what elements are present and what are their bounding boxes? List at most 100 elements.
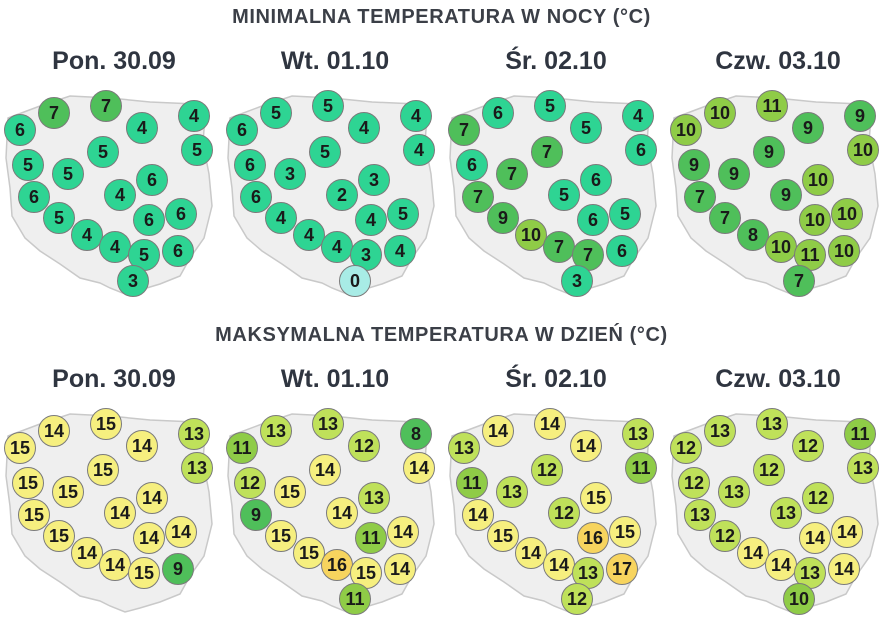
day-label-mon-min: Pon. 30.09 <box>52 47 176 75</box>
temp-marker-max-2-poznan: 13 <box>496 476 528 508</box>
temp-marker-min-2-bialystok: 6 <box>625 134 657 166</box>
temp-marker-max-0-bydgoszcz: 15 <box>87 454 119 486</box>
temp-marker-min-1-biala-podlaska: 5 <box>387 198 419 230</box>
temp-marker-min-3-rzeszow: 7 <box>783 265 815 297</box>
temp-marker-min-3-gdansk: 11 <box>756 90 788 122</box>
temp-marker-min-0-lodz: 4 <box>104 179 136 211</box>
temp-marker-max-3-poznan: 13 <box>718 476 750 508</box>
temp-marker-max-0-biala-podlaska: 14 <box>165 516 197 548</box>
temp-marker-min-0-szczecin: 5 <box>12 149 44 181</box>
temp-marker-min-2-krakow: 6 <box>606 235 638 267</box>
temp-marker-max-3-zielona-gora: 12 <box>709 520 741 552</box>
temp-marker-min-0-wroclaw: 4 <box>71 219 103 251</box>
temp-marker-min-1-olsztyn: 4 <box>348 112 380 144</box>
temp-marker-min-3-katowice: 11 <box>794 239 826 271</box>
temp-marker-max-0-gdansk-west: 14 <box>38 415 70 447</box>
temp-marker-min-3-suwalki: 9 <box>844 100 876 132</box>
temp-marker-min-3-bialystok: 10 <box>847 134 879 166</box>
temp-marker-min-1-gorzow: 6 <box>240 181 272 213</box>
temp-marker-min-2-gdansk: 5 <box>534 90 566 122</box>
temp-marker-min-2-katowice: 7 <box>572 239 604 271</box>
temp-marker-max-3-rzeszow: 10 <box>783 583 815 615</box>
temp-marker-min-3-olsztyn: 9 <box>792 112 824 144</box>
temp-marker-max-0-suwalki: 13 <box>178 418 210 450</box>
temp-marker-min-0-lublin: 6 <box>133 204 165 236</box>
temp-marker-max-2-olsztyn: 14 <box>570 430 602 462</box>
temp-marker-max-0-north-west-coast: 15 <box>4 432 36 464</box>
temp-marker-max-0-gorzow: 15 <box>18 499 50 531</box>
temp-marker-max-1-north-west-coast: 11 <box>226 432 258 464</box>
temp-marker-max-2-opole: 14 <box>543 549 575 581</box>
temp-marker-max-3-suwalki: 11 <box>844 418 876 450</box>
temp-marker-max-1-suwalki: 8 <box>400 418 432 450</box>
temp-marker-min-1-gdansk: 5 <box>312 90 344 122</box>
temp-marker-max-0-lodz: 14 <box>104 497 136 529</box>
max-temp-title: MAKSYMALNA TEMPERATURA W DZIEŃ (°C) <box>215 324 668 346</box>
temp-marker-max-1-krakow: 14 <box>384 553 416 585</box>
temp-marker-max-2-zielona-gora: 15 <box>487 520 519 552</box>
temp-marker-min-1-gdansk-west: 5 <box>260 97 292 129</box>
temp-marker-min-0-bialystok: 5 <box>181 134 213 166</box>
temp-marker-min-0-poznan: 5 <box>52 158 84 190</box>
temp-marker-min-0-opole: 4 <box>99 231 131 263</box>
day-label-wed-min: Śr. 02.10 <box>505 47 607 75</box>
temp-marker-max-3-wroclaw: 14 <box>737 537 769 569</box>
temp-marker-max-1-warszawa: 13 <box>358 482 390 514</box>
temp-marker-max-0-zielona-gora: 15 <box>43 520 75 552</box>
temp-marker-max-1-gorzow: 9 <box>240 499 272 531</box>
temp-marker-min-1-szczecin: 6 <box>234 149 266 181</box>
temp-marker-min-1-opole: 4 <box>321 231 353 263</box>
day-label-tue-max: Wt. 01.10 <box>280 365 390 393</box>
temp-marker-max-0-krakow: 9 <box>162 553 194 585</box>
temp-marker-min-2-lodz: 5 <box>548 179 580 211</box>
temp-marker-max-2-wroclaw: 14 <box>515 537 547 569</box>
temp-marker-min-2-biala-podlaska: 5 <box>609 198 641 230</box>
temp-marker-min-1-lodz: 2 <box>326 179 358 211</box>
temp-marker-min-3-opole: 10 <box>765 231 797 263</box>
temp-marker-min-2-bydgoszcz: 7 <box>531 136 563 168</box>
temp-marker-max-2-lodz: 12 <box>548 497 580 529</box>
temp-marker-max-1-gdansk: 13 <box>312 408 344 440</box>
temp-marker-max-2-warszawa: 15 <box>580 482 612 514</box>
temp-marker-max-2-biala-podlaska: 15 <box>609 516 641 548</box>
temp-marker-min-0-bydgoszcz: 5 <box>87 136 119 168</box>
day-label-thu-max: Czw. 03.10 <box>715 365 841 393</box>
temp-marker-max-2-bialystok: 11 <box>625 452 657 484</box>
temp-marker-max-3-warszawa: 12 <box>802 482 834 514</box>
temp-marker-min-1-warszawa: 3 <box>358 164 390 196</box>
temp-marker-min-3-lublin: 10 <box>799 204 831 236</box>
day-label-tue-min: Wt. 01.10 <box>280 47 390 75</box>
temp-marker-max-0-warszawa: 14 <box>136 482 168 514</box>
temp-marker-max-3-lodz: 13 <box>770 497 802 529</box>
day-label-mon-max: Pon. 30.09 <box>52 365 176 393</box>
temp-marker-min-3-warszawa: 10 <box>802 164 834 196</box>
temp-marker-max-1-wroclaw: 15 <box>293 537 325 569</box>
temp-marker-min-0-katowice: 5 <box>128 239 160 271</box>
temp-marker-min-3-lodz: 9 <box>770 179 802 211</box>
temp-marker-max-3-gdansk-west: 13 <box>704 415 736 447</box>
temp-marker-min-2-warszawa: 6 <box>580 164 612 196</box>
temp-marker-max-1-szczecin: 12 <box>234 467 266 499</box>
temp-marker-min-2-olsztyn: 5 <box>570 112 602 144</box>
day-label-thu-min: Czw. 03.10 <box>715 47 841 75</box>
temp-marker-max-3-gorzow: 13 <box>684 499 716 531</box>
temp-marker-max-2-gdansk-west: 14 <box>482 415 514 447</box>
temp-marker-max-1-lodz: 14 <box>326 497 358 529</box>
temp-marker-min-2-zielona-gora: 9 <box>487 202 519 234</box>
temp-marker-min-0-north-west-coast: 6 <box>4 114 36 146</box>
temp-marker-min-2-suwalki: 4 <box>622 100 654 132</box>
temp-marker-max-1-bydgoszcz: 14 <box>309 454 341 486</box>
temp-marker-min-0-biala-podlaska: 6 <box>165 198 197 230</box>
temp-marker-min-1-north-west-coast: 6 <box>226 114 258 146</box>
temp-marker-max-2-north-west-coast: 13 <box>448 432 480 464</box>
temp-marker-min-1-zielona-gora: 4 <box>265 202 297 234</box>
temp-marker-max-0-bialystok: 13 <box>181 452 213 484</box>
temp-marker-max-3-krakow: 14 <box>828 553 860 585</box>
temp-marker-max-2-krakow: 17 <box>606 553 638 585</box>
temp-marker-max-0-lublin: 14 <box>133 522 165 554</box>
temp-marker-max-1-gdansk-west: 13 <box>260 415 292 447</box>
temp-marker-min-1-krakow: 4 <box>384 235 416 267</box>
temp-marker-min-2-north-west-coast: 7 <box>448 114 480 146</box>
temp-marker-min-2-lublin: 6 <box>577 204 609 236</box>
temp-marker-max-1-lublin: 11 <box>355 522 387 554</box>
